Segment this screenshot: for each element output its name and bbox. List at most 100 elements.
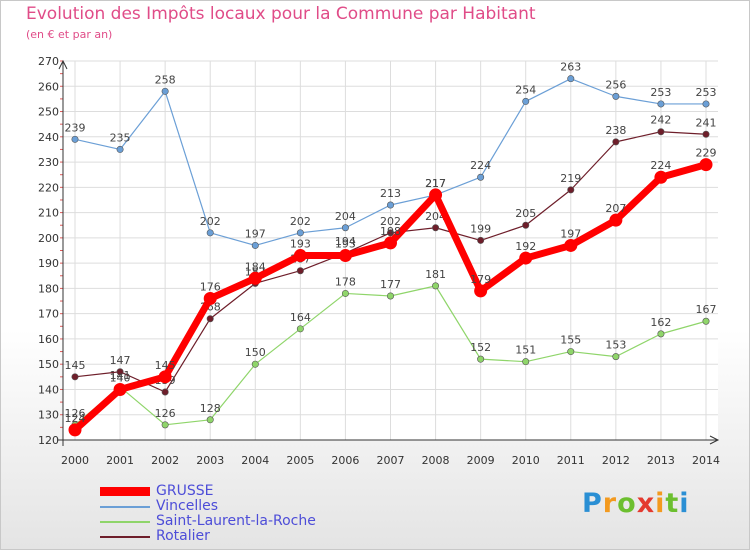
data-point-saint-laurent-la-roche [567, 348, 575, 356]
y-axis-arrow [58, 59, 68, 70]
data-point-saint-laurent-la-roche [522, 358, 530, 366]
legend-label-rotalier: Rotalier [156, 528, 210, 544]
data-point-vincelles [296, 229, 304, 237]
data-label-rotalier: 241 [696, 116, 717, 129]
data-point-grusse [429, 188, 443, 202]
data-point-grusse [113, 382, 127, 396]
data-label-vincelles: 204 [335, 210, 356, 223]
x-tick-label: 2014 [692, 454, 720, 467]
data-point-grusse [203, 292, 217, 306]
logo-letter: x [636, 488, 656, 519]
data-point-vincelles [206, 229, 214, 237]
data-label-rotalier: 238 [605, 124, 626, 137]
data-label-saint-laurent-la-roche: 167 [696, 303, 717, 316]
data-label-grusse: 145 [155, 359, 176, 372]
y-tick-label: 130 [38, 409, 59, 422]
data-label-saint-laurent-la-roche: 181 [425, 268, 446, 281]
data-label-grusse: 217 [425, 177, 446, 190]
data-label-grusse: 179 [470, 273, 491, 286]
data-label-grusse: 197 [560, 227, 581, 240]
data-point-saint-laurent-la-roche [477, 355, 485, 363]
data-label-vincelles: 202 [290, 215, 311, 228]
data-point-rotalier [477, 236, 485, 244]
logo-letter: o [617, 488, 637, 519]
data-label-grusse: 207 [605, 202, 626, 215]
data-label-saint-laurent-la-roche: 153 [605, 339, 626, 352]
data-point-saint-laurent-la-roche [206, 416, 214, 424]
data-point-grusse [158, 370, 172, 384]
data-label-vincelles: 239 [65, 121, 86, 134]
data-label-grusse: 176 [200, 281, 221, 294]
y-tick-label: 170 [38, 308, 59, 321]
data-label-saint-laurent-la-roche: 155 [560, 334, 581, 347]
data-point-grusse [609, 213, 623, 227]
y-tick-label: 160 [38, 333, 59, 346]
data-label-saint-laurent-la-roche: 150 [245, 346, 266, 359]
legend-swatch-vincelles [100, 506, 150, 508]
data-point-vincelles [341, 224, 349, 232]
logo-letter: i [655, 488, 666, 519]
x-tick-label: 2000 [61, 454, 89, 467]
line-chart: 120 130 140 150 160 170 180 190 200 210 220 230 240 2… [38, 55, 720, 467]
data-point-grusse [68, 423, 82, 437]
data-point-grusse [338, 249, 352, 263]
data-label-grusse: 184 [245, 260, 266, 273]
data-point-saint-laurent-la-roche [161, 421, 169, 429]
legend-label-saint-laurent-la-roche: Saint-Laurent-la-Roche [156, 513, 316, 529]
x-tick-label: 2009 [467, 454, 495, 467]
data-point-rotalier [296, 267, 304, 275]
data-label-rotalier: 242 [650, 114, 671, 127]
x-axis-arrow [709, 435, 720, 445]
data-point-rotalier [657, 128, 665, 136]
data-label-rotalier: 194 [335, 235, 356, 248]
y-tick-label: 240 [38, 131, 59, 144]
data-label-vincelles: 263 [560, 61, 581, 74]
data-point-saint-laurent-la-roche [251, 360, 259, 368]
data-point-grusse [519, 251, 533, 265]
y-tick-label: 230 [38, 156, 59, 169]
x-tick-label: 2013 [647, 454, 675, 467]
data-label-grusse: 192 [515, 240, 536, 253]
data-point-grusse [654, 170, 668, 184]
data-point-vincelles [71, 135, 79, 143]
data-point-grusse [699, 158, 713, 172]
logo-letter: i [679, 488, 690, 519]
data-label-grusse: 229 [696, 147, 717, 160]
y-tick-label: 150 [38, 358, 59, 371]
data-point-rotalier [161, 388, 169, 396]
data-label-saint-laurent-la-roche: 128 [200, 402, 221, 415]
data-label-grusse: 124 [65, 412, 86, 425]
data-point-saint-laurent-la-roche [341, 289, 349, 297]
y-tick-label: 190 [38, 257, 59, 270]
data-point-vincelles [522, 97, 530, 105]
data-point-grusse [564, 238, 578, 252]
x-tick-label: 2004 [241, 454, 269, 467]
x-tick-label: 2001 [106, 454, 134, 467]
data-label-vincelles: 253 [696, 86, 717, 99]
data-label-rotalier: 199 [470, 222, 491, 235]
data-point-saint-laurent-la-roche [657, 330, 665, 338]
data-point-grusse [474, 284, 488, 298]
data-point-vincelles [477, 173, 485, 181]
data-point-vincelles [657, 100, 665, 108]
data-point-saint-laurent-la-roche [296, 325, 304, 333]
data-point-saint-laurent-la-roche [612, 353, 620, 361]
data-label-vincelles: 253 [650, 86, 671, 99]
data-label-vincelles: 256 [605, 78, 626, 91]
data-point-vincelles [251, 241, 259, 249]
proxiti-logo: Proxiti [582, 488, 690, 519]
data-label-saint-laurent-la-roche: 177 [380, 278, 401, 291]
x-tick-label: 2008 [422, 454, 450, 467]
data-point-saint-laurent-la-roche [432, 282, 440, 290]
data-label-grusse: 224 [650, 159, 671, 172]
data-label-vincelles: 202 [200, 215, 221, 228]
data-label-rotalier: 219 [560, 172, 581, 185]
data-point-rotalier [702, 130, 710, 138]
data-point-vincelles [116, 145, 124, 153]
chart-title: Evolution des Impôts locaux pour la Comm… [26, 4, 536, 24]
x-tick-label: 2005 [286, 454, 314, 467]
data-label-grusse: 140 [110, 371, 131, 384]
data-point-rotalier [522, 221, 530, 229]
data-label-rotalier: 147 [110, 354, 131, 367]
data-label-saint-laurent-la-roche: 151 [515, 344, 536, 357]
